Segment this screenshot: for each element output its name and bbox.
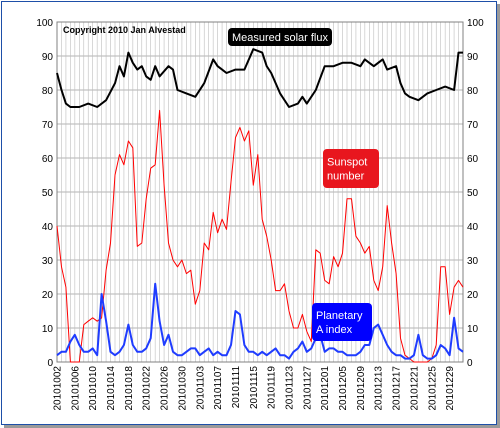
x-tick-label: 20101201 <box>320 366 331 411</box>
series-line <box>56 282 464 360</box>
series-line <box>56 109 464 363</box>
x-tick-label: 20101221 <box>409 366 420 411</box>
y-tick-label-right: 60 <box>467 154 479 165</box>
y-tick-label-left: 20 <box>42 290 54 301</box>
x-tick-label: 20101006 <box>70 366 81 411</box>
y-tick-label-left: 0 <box>47 358 53 369</box>
series-label-box <box>323 149 379 188</box>
x-tick-label: 20101002 <box>53 366 64 411</box>
copyright-text: Copyright 2010 Jan Alvestad <box>63 25 186 35</box>
x-tick-label: 20101115 <box>249 366 260 409</box>
series-labels: Measured solar flux Sunspot number Planetar… <box>228 28 379 341</box>
series-label: Measured solar flux <box>228 28 332 46</box>
series-label-text: A index <box>316 324 353 336</box>
y-tick-label-left: 60 <box>42 154 54 165</box>
series-label: Sunspot number <box>323 149 379 188</box>
y-tick-label-left: 30 <box>42 256 54 267</box>
x-tick-label: 20101205 <box>338 366 349 411</box>
x-tick-label: 20101010 <box>88 366 99 411</box>
x-tick-label: 20101217 <box>392 366 403 411</box>
x-tick-label: 20101123 <box>285 366 296 410</box>
x-tick-labels: 20101002 20101006 20101010 20101014 20101018… <box>53 366 457 411</box>
y-tick-label-right: 100 <box>467 18 484 29</box>
x-tick-label: 20101026 <box>160 366 171 411</box>
plot-area <box>56 21 464 363</box>
y-tick-label-right: 70 <box>467 120 479 131</box>
y-tick-label-right: 40 <box>467 222 479 233</box>
x-tick-label: 20101018 <box>124 366 135 411</box>
series-label: Planetary A index <box>312 303 372 341</box>
y-tick-label-right: 50 <box>467 188 479 199</box>
y-tick-labels: 0 0 10 10 20 20 30 30 40 40 50 50 60 60 70 70 80 80 90 90 10… <box>36 18 484 369</box>
series-line <box>56 48 463 108</box>
series-label-text: Planetary <box>316 310 363 322</box>
x-tick-label: 20101119 <box>267 366 278 409</box>
series-label-box <box>228 28 332 46</box>
y-tick-label-left: 50 <box>42 188 54 199</box>
y-tick-label-left: 70 <box>42 120 54 131</box>
x-tick-label: 20101107 <box>213 366 224 410</box>
y-tick-label-left: 10 <box>42 324 54 335</box>
x-tick-label: 20101111 <box>231 366 242 409</box>
x-tick-label: 20101030 <box>177 366 188 411</box>
series-label-box <box>312 303 372 341</box>
x-tick-label: 20101022 <box>142 366 153 411</box>
y-tick-label-right: 30 <box>467 256 479 267</box>
x-tick-label: 20101014 <box>106 366 117 411</box>
x-tick-label: 20101213 <box>374 366 385 411</box>
y-tick-label-right: 90 <box>467 52 479 63</box>
series-label-text: Measured solar flux <box>232 32 328 44</box>
x-tick-label: 20101225 <box>427 366 438 411</box>
y-tick-label-left: 100 <box>36 18 53 29</box>
y-tick-label-left: 40 <box>42 222 54 233</box>
x-tick-label: 20101209 <box>356 366 367 411</box>
x-tick-label: 20101229 <box>445 366 456 411</box>
x-tick-label: 20101127 <box>302 366 313 410</box>
series-label-text: number <box>327 171 365 183</box>
series-lines <box>56 48 464 363</box>
series-label-text: Sunspot <box>327 157 367 169</box>
y-tick-label-right: 80 <box>467 86 479 97</box>
x-tick-label: 20101103 <box>195 366 206 410</box>
y-tick-label-left: 90 <box>42 52 54 63</box>
y-tick-label-right: 0 <box>467 358 473 369</box>
y-tick-label-right: 20 <box>467 290 479 301</box>
y-tick-label-right: 10 <box>467 324 479 335</box>
y-tick-label-left: 80 <box>42 86 54 97</box>
